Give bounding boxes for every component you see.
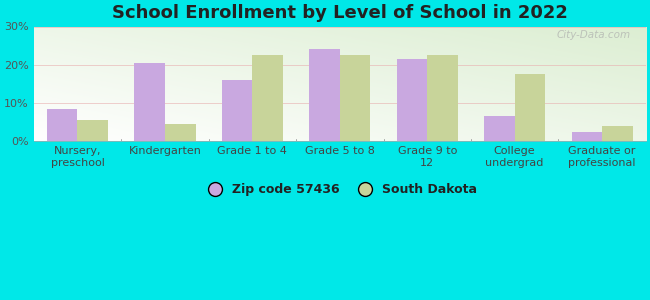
Text: City-Data.com: City-Data.com — [556, 30, 630, 40]
Title: School Enrollment by Level of School in 2022: School Enrollment by Level of School in … — [112, 4, 567, 22]
Bar — [571, 132, 602, 141]
Bar — [252, 55, 283, 141]
Bar — [309, 50, 340, 141]
Bar — [135, 63, 165, 141]
Bar — [77, 120, 108, 141]
Bar — [165, 124, 196, 141]
Bar — [602, 126, 632, 141]
Bar — [396, 59, 427, 141]
Bar — [340, 55, 370, 141]
Bar — [515, 74, 545, 141]
Bar — [47, 109, 77, 141]
Bar — [484, 116, 515, 141]
Bar — [222, 80, 252, 141]
Legend: Zip code 57436, South Dakota: Zip code 57436, South Dakota — [197, 178, 482, 201]
Bar — [427, 55, 458, 141]
